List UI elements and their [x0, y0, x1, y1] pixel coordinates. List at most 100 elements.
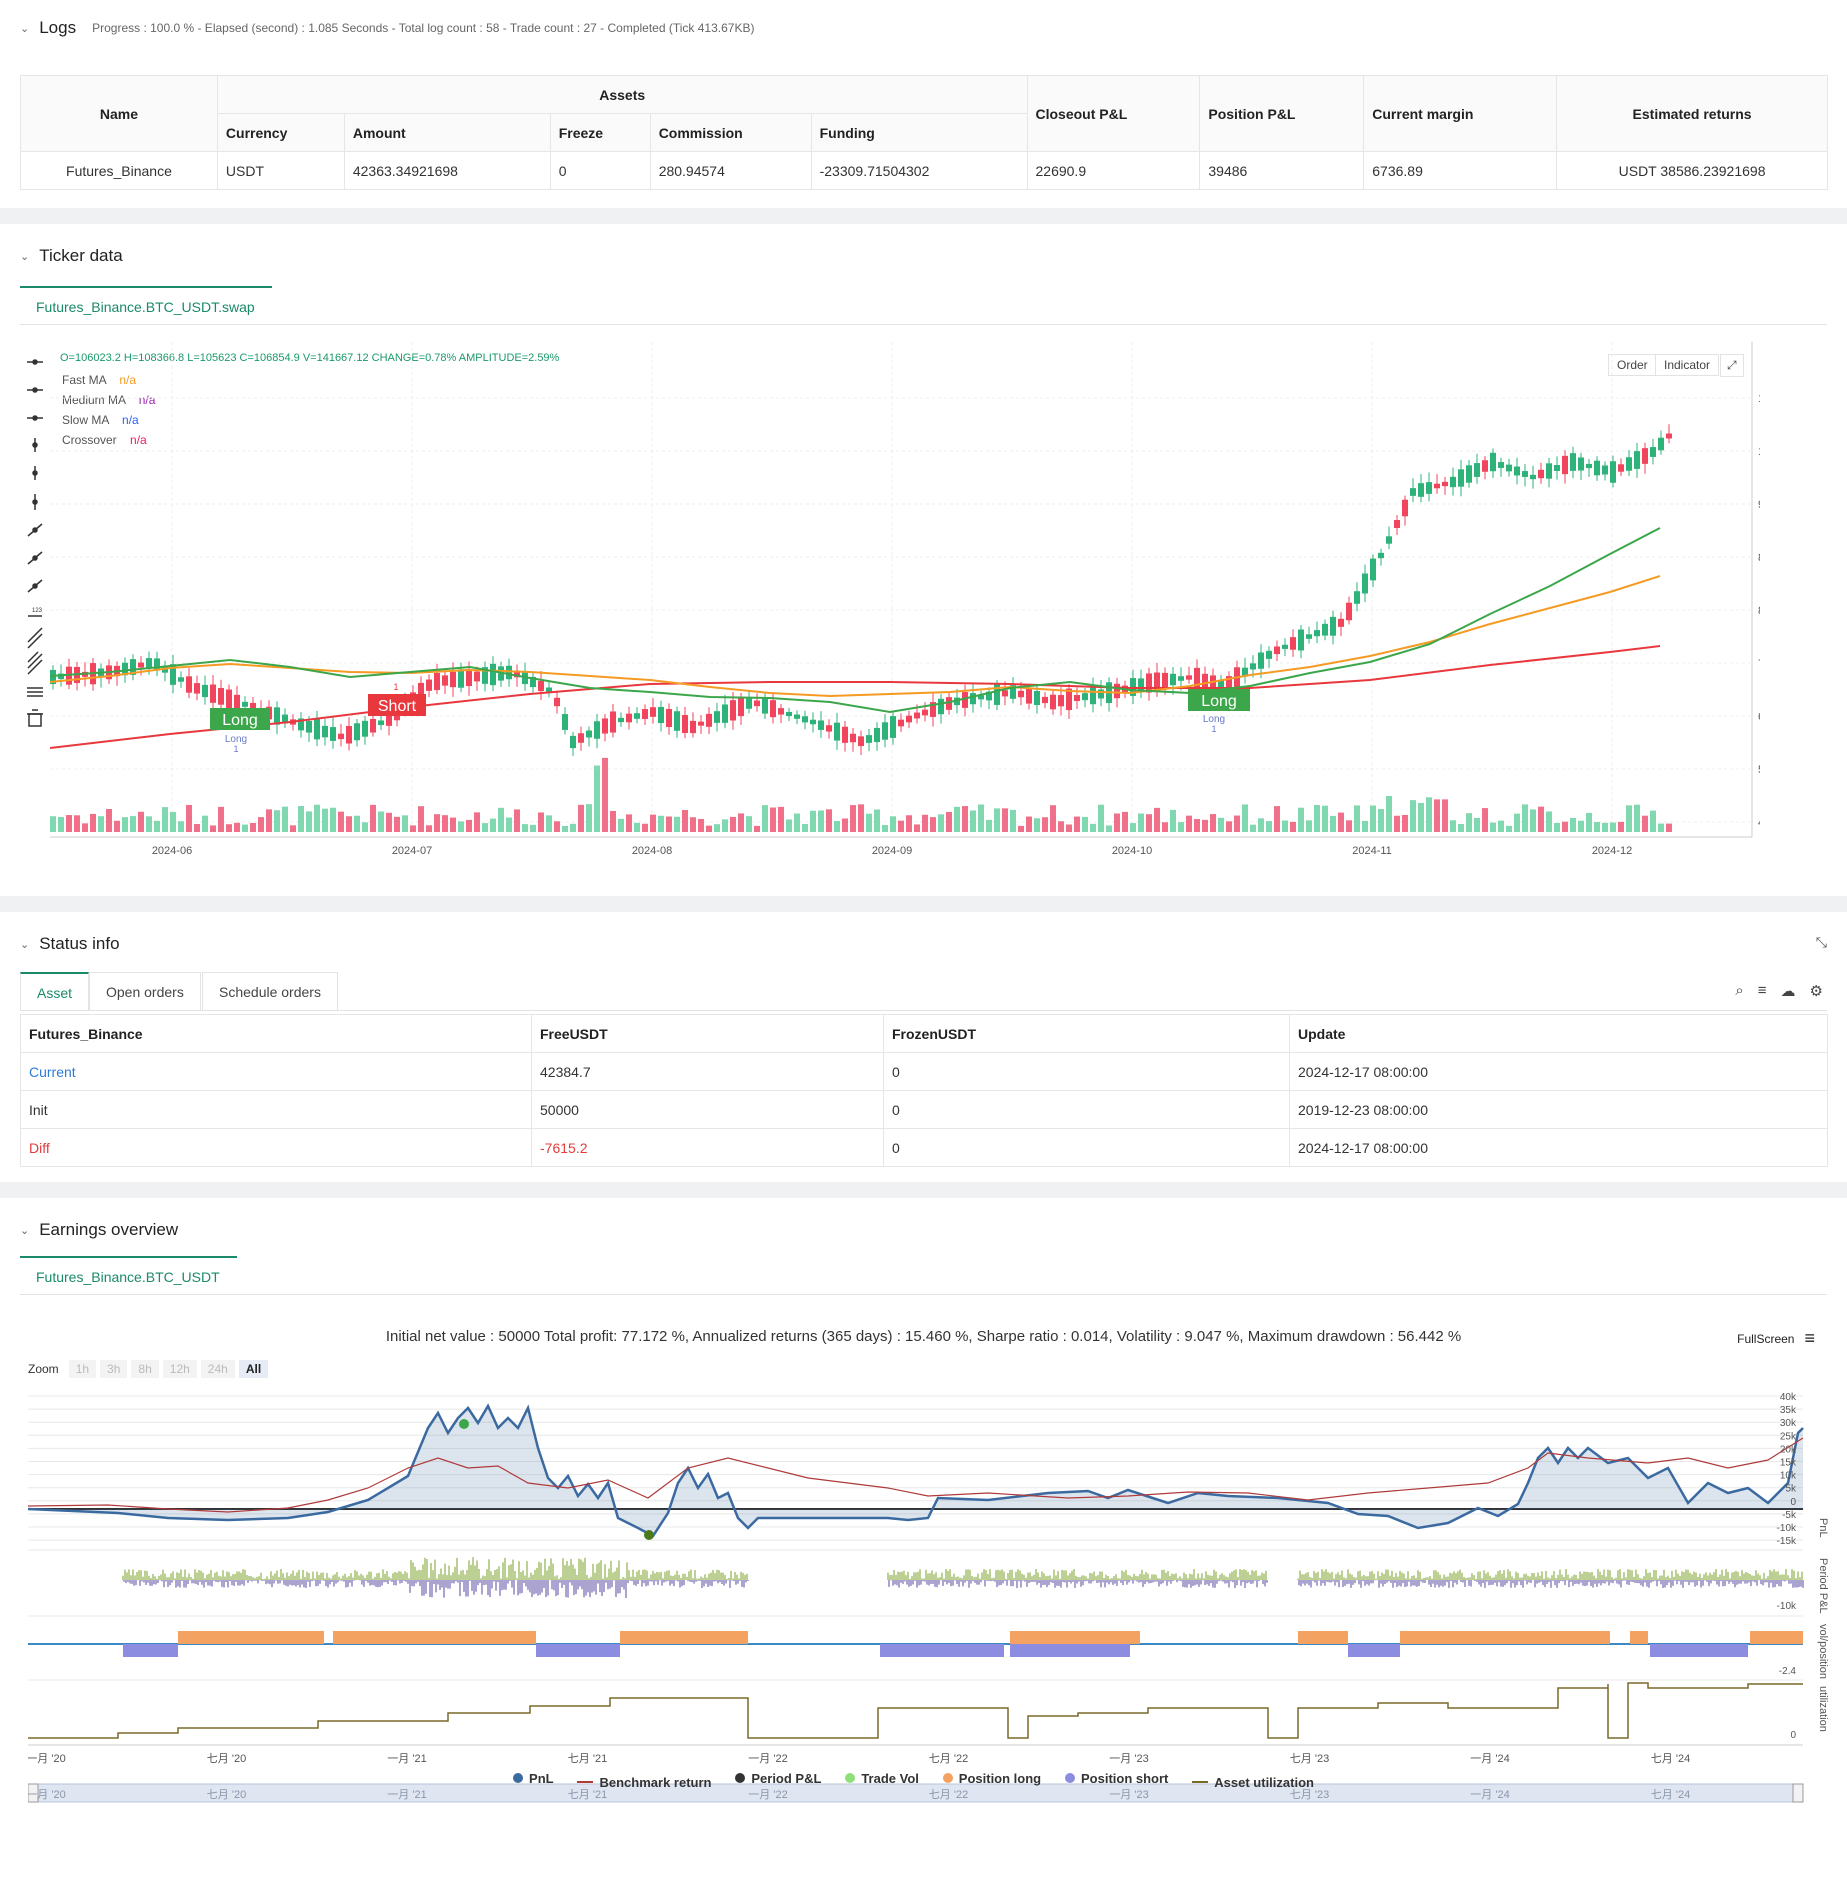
volume-bar: [1290, 821, 1296, 832]
tab-schedule-orders[interactable]: Schedule orders: [202, 972, 338, 1010]
indicator-crossover[interactable]: Crossover n/a: [62, 433, 147, 447]
collapse-icon[interactable]: ⤡: [1815, 934, 1827, 950]
benchmark-line: [28, 1437, 1804, 1513]
chevron-down-icon[interactable]: ⌄: [20, 938, 30, 951]
x-tick-label: 七月 '24: [1651, 1752, 1690, 1765]
indicator-fast[interactable]: Fast MA n/a: [62, 373, 137, 387]
indicator-medium[interactable]: Medium MA n/a: [62, 393, 156, 407]
chevron-down-icon[interactable]: ⌄: [20, 250, 30, 263]
trade-marker-long-2[interactable]: Long Long 1: [1188, 689, 1250, 734]
legend-benchmark[interactable]: Benchmark return: [577, 1775, 711, 1790]
navigator-left-handle[interactable]: [28, 1783, 39, 1803]
trade-marker-long-1[interactable]: Long Long 1: [210, 708, 270, 754]
candle-body: [346, 725, 352, 744]
volume-bar: [1370, 805, 1376, 832]
volume-bar: [1170, 809, 1176, 832]
legend-pnl[interactable]: PnL: [513, 1771, 554, 1786]
volume-bar: [194, 824, 200, 832]
chevron-down-icon[interactable]: ⌄: [20, 1224, 30, 1237]
drawing-tools-icons[interactable]: 123: [24, 352, 46, 782]
gear-icon[interactable]: ⚙: [1809, 983, 1823, 1000]
tab-asset[interactable]: Asset: [20, 972, 90, 1010]
volume-bar: [1586, 812, 1592, 832]
fullscreen-label[interactable]: FullScreen: [1737, 1331, 1795, 1346]
candle-body: [890, 716, 896, 738]
cell-frozen: 0: [883, 1052, 1290, 1091]
volume-bar: [130, 816, 136, 832]
tab-earnings-symbol[interactable]: Futures_Binance.BTC_USDT: [20, 1256, 237, 1294]
candlestick-chart[interactable]: Long Long 1 Short 1 Long Long 1 112,000.…: [50, 342, 1760, 862]
volume-bar: [1498, 820, 1504, 832]
legend-period-pnl[interactable]: Period P&L: [735, 1771, 821, 1786]
zoom-1h-button[interactable]: 1h: [68, 1360, 97, 1378]
zoom-label: Zoom: [28, 1362, 59, 1376]
volume-bar: [1410, 800, 1416, 832]
volume-bar: [1434, 799, 1440, 832]
th-assets: Assets: [216, 75, 1028, 114]
volume-bar: [1378, 809, 1384, 832]
candle-body: [810, 719, 816, 725]
legend-trade-vol[interactable]: Trade Vol: [845, 1771, 919, 1786]
expand-icon[interactable]: ⤢: [1720, 354, 1744, 377]
volume-bar: [946, 811, 952, 832]
legend-asset-utilization[interactable]: Asset utilization: [1192, 1775, 1314, 1790]
candle-body: [442, 675, 448, 686]
chevron-down-icon[interactable]: ⌄: [20, 22, 30, 35]
cloud-download-icon[interactable]: ☁: [1780, 983, 1796, 1000]
status-header[interactable]: ⌄ Status info: [20, 934, 120, 954]
legend-long-swatch: [942, 1773, 953, 1783]
volume-bar: [1138, 813, 1144, 832]
legend-position-long[interactable]: Position long: [942, 1771, 1041, 1786]
navigator-right-handle[interactable]: [1792, 1783, 1804, 1803]
volume-bar: [234, 822, 240, 832]
volume-bar: [634, 822, 640, 832]
pnl-tick-label: 35k: [1780, 1405, 1797, 1416]
status-table: Futures_Binance FreeUSDT FrozenUSDT Upda…: [20, 1014, 1828, 1167]
tab-open-orders[interactable]: Open orders: [89, 972, 201, 1010]
candle-body: [458, 669, 464, 688]
menu-icon[interactable]: ≡: [1757, 982, 1767, 999]
earnings-header[interactable]: ⌄ Earnings overview: [20, 1220, 178, 1240]
fullscreen-control[interactable]: FullScreen ≡: [1737, 1328, 1815, 1349]
zoom-24h-button[interactable]: 24h: [200, 1360, 235, 1378]
zoom-all-button[interactable]: All: [238, 1360, 269, 1378]
th-closeout: Closeout P&L: [1026, 75, 1201, 152]
order-button[interactable]: Order: [1608, 354, 1657, 376]
volume-bar: [178, 821, 184, 832]
volume-bar: [586, 804, 592, 832]
row-label-current[interactable]: Current: [20, 1052, 532, 1091]
search-icon[interactable]: ⌕: [1735, 982, 1744, 999]
candle-body: [370, 719, 376, 733]
indicator-button[interactable]: Indicator: [1655, 354, 1720, 376]
candle-body: [474, 671, 480, 682]
ticker-header[interactable]: ⌄ Ticker data: [20, 246, 123, 266]
nav-tick-label: 一月 '21: [387, 1789, 426, 1801]
logs-summary: Progress : 100.0 % - Elapsed (second) : …: [92, 21, 755, 35]
candle-body: [194, 683, 200, 694]
volume-bar: [898, 820, 904, 832]
candle-body: [314, 719, 320, 740]
candle-body: [1418, 483, 1424, 497]
price-tick-label: 96,000.00: [1758, 499, 1760, 511]
svg-text:123: 123: [32, 608, 43, 614]
ticker-section: ⌄ Ticker data Futures_Binance.BTC_USDT.s…: [0, 224, 1847, 896]
drawing-toolbar: 123: [24, 352, 46, 785]
trade-marker-short[interactable]: Short 1: [368, 682, 426, 716]
zoom-8h-button[interactable]: 8h: [131, 1360, 159, 1378]
hamburger-icon[interactable]: ≡: [1804, 1328, 1815, 1348]
tab-ticker-symbol[interactable]: Futures_Binance.BTC_USDT.swap: [20, 286, 272, 324]
table-row: Futures_Binance USDT 42363.34921698 0 28…: [20, 151, 1828, 190]
candle-body: [1226, 676, 1232, 692]
logs-header[interactable]: ⌄ Logs Progress : 100.0 % - Elapsed (sec…: [20, 18, 754, 38]
volume-bar: [690, 817, 696, 832]
zoom-3h-button[interactable]: 3h: [100, 1360, 128, 1378]
indicator-slow[interactable]: Slow MA n/a: [62, 413, 139, 427]
legend-position-short[interactable]: Position short: [1065, 1771, 1168, 1786]
candle-body: [1386, 536, 1392, 544]
th-freeze: Freeze: [549, 113, 651, 152]
candle-body: [1650, 447, 1656, 457]
zoom-12h-button[interactable]: 12h: [162, 1360, 197, 1378]
candle-body: [514, 670, 520, 678]
x-tick-label: 七月 '22: [929, 1752, 968, 1765]
